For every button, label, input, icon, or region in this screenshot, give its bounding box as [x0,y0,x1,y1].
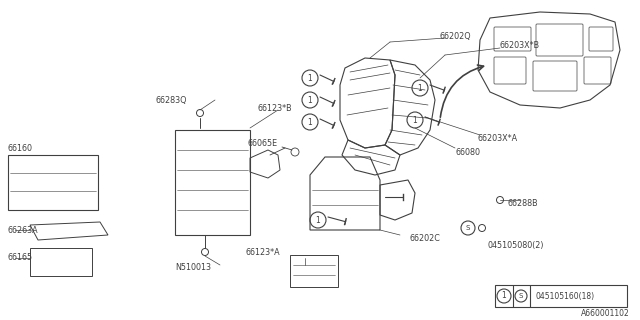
Text: 1: 1 [308,74,312,83]
Text: 66123*A: 66123*A [245,247,280,257]
Text: 045105080(2): 045105080(2) [488,241,545,250]
Text: S: S [519,293,523,299]
Text: S: S [466,225,470,231]
Text: 66160: 66160 [8,143,33,153]
Text: 66080: 66080 [455,148,480,156]
Text: 1: 1 [418,84,422,92]
Text: 66283Q: 66283Q [155,95,186,105]
Text: 1: 1 [413,116,417,124]
Text: 1: 1 [308,117,312,126]
Text: 66263A: 66263A [8,226,38,235]
Text: A660001102: A660001102 [581,309,630,318]
Text: 1: 1 [308,95,312,105]
Text: 66203X*B: 66203X*B [500,41,540,50]
Text: 66202C: 66202C [410,234,441,243]
Text: 66202Q: 66202Q [440,31,472,41]
Text: 66123*B: 66123*B [258,103,292,113]
Text: 1: 1 [316,215,321,225]
Text: 66288B: 66288B [508,198,539,207]
Text: 66065E: 66065E [248,139,278,148]
Text: 66165: 66165 [8,253,33,262]
Text: 66203X*A: 66203X*A [478,133,518,142]
Text: N510013: N510013 [175,263,211,273]
Text: 045105160(18): 045105160(18) [535,292,594,300]
Text: 1: 1 [502,292,506,300]
